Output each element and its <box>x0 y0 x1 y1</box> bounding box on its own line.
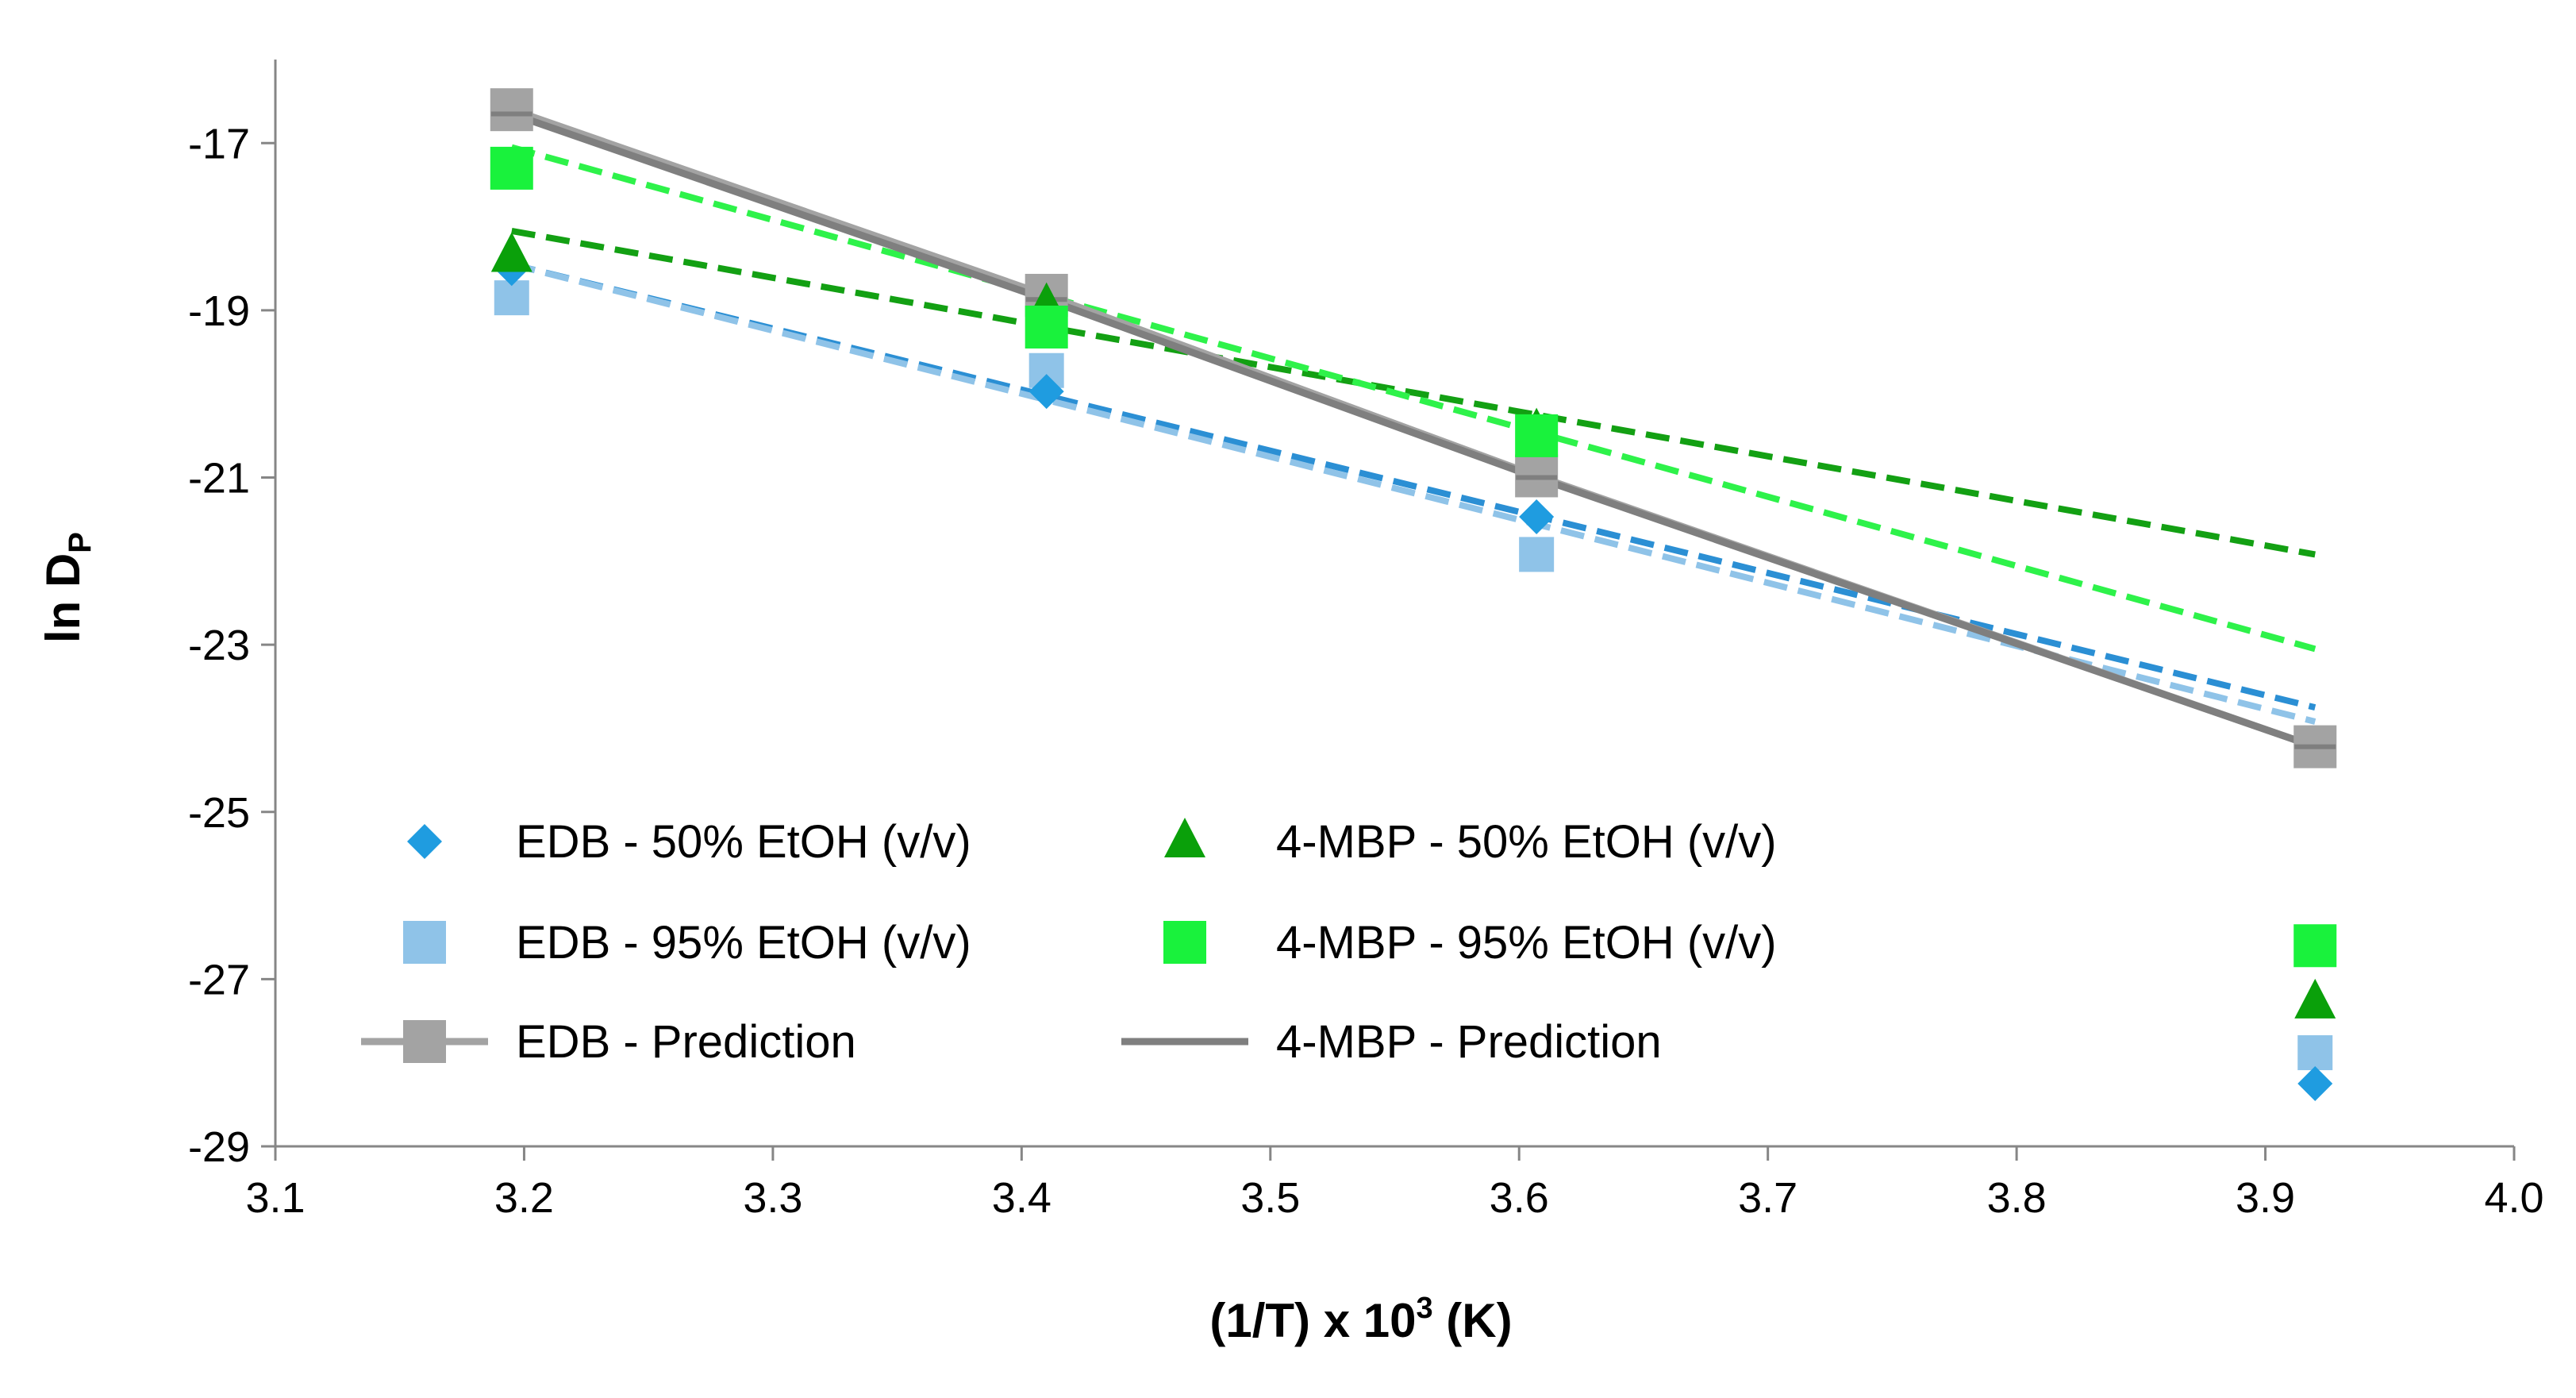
x-tick-label: 3.6 <box>1490 1174 1549 1222</box>
data-point-series-0 <box>2297 1066 2333 1102</box>
legend-marker-2 <box>403 921 446 964</box>
data-point-series-3 <box>2293 924 2337 968</box>
data-point-series-2 <box>490 232 533 272</box>
legend-label: EDB - 50% EtOH (v/v) <box>516 816 971 868</box>
data-point-series-2 <box>2294 978 2336 1019</box>
x-tick-label: 3.1 <box>245 1174 305 1222</box>
legend-label: 4-MBP - Prediction <box>1276 1016 1662 1068</box>
x-tick-label: 3.4 <box>992 1174 1052 1222</box>
y-tick-label: -23 <box>188 622 250 669</box>
data-point-series-3 <box>1515 414 1559 457</box>
data-point-series-1 <box>1519 537 1555 572</box>
legend-marker-4 <box>403 1020 446 1063</box>
data-point-series-4 <box>490 88 533 132</box>
axes: -17 -19 -21 -23 -25 -27 -293.1 3.2 3.3 3.4 3.5 3.6 3… <box>188 60 2544 1222</box>
prediction-lines <box>510 106 2316 750</box>
y-axis-title-sub: P <box>63 532 98 553</box>
x-tick-label: 3.2 <box>494 1174 554 1222</box>
y-tick-label: -29 <box>188 1123 250 1171</box>
data-point-series-0 <box>1028 374 1064 410</box>
data-point-series-3 <box>1025 305 1068 349</box>
legend-marker-0 <box>407 824 442 859</box>
trendline-series-2 <box>511 227 2316 558</box>
x-tick-label: 3.9 <box>2236 1174 2295 1222</box>
legend-marker-3 <box>1163 921 1206 964</box>
legend-label: EDB - Prediction <box>516 1016 856 1068</box>
data-point-series-1 <box>2297 1035 2333 1071</box>
y-axis-title-main: ln D <box>37 553 90 643</box>
x-tick-label: 3.7 <box>1738 1174 1797 1222</box>
x-tick-label: 3.8 <box>1987 1174 2047 1222</box>
y-tick-label: -27 <box>188 956 250 1003</box>
y-axis-title: ln DP <box>37 532 98 643</box>
legend-marker-1 <box>1164 818 1205 857</box>
x-axis-title-main: (1/T) x 10 <box>1209 1294 1416 1347</box>
x-tick-label: 4.0 <box>2484 1174 2543 1222</box>
data-point-series-1 <box>494 280 529 316</box>
data-point-series-0 <box>1519 499 1555 535</box>
y-tick-label: -21 <box>188 455 250 503</box>
x-axis-title: (1/T) x 103 (K) <box>1209 1292 1512 1347</box>
y-tick-label: -19 <box>188 287 250 335</box>
y-tick-label: -25 <box>188 789 250 837</box>
trendline-series-0 <box>510 261 2316 711</box>
x-axis-title-suffix: (K) <box>1433 1294 1513 1347</box>
x-tick-label: 3.3 <box>743 1174 802 1222</box>
legend-label: 4-MBP - 95% EtOH (v/v) <box>1276 917 1777 969</box>
legend: EDB - 50% EtOH (v/v) 4-MBP - 50% EtOH (v/… <box>361 816 1777 1068</box>
x-tick-label: 3.5 <box>1240 1174 1300 1222</box>
prediction-line-series-5 <box>510 110 2316 750</box>
legend-label: 4-MBP - 50% EtOH (v/v) <box>1276 816 1777 868</box>
y-tick-label: -17 <box>188 120 250 168</box>
data-point-series-3 <box>490 146 533 190</box>
trendline-series-3 <box>510 144 2316 653</box>
data-markers <box>490 88 2337 1102</box>
legend-label: EDB - 95% EtOH (v/v) <box>516 917 971 969</box>
x-axis-title-sup: 3 <box>1417 1292 1433 1325</box>
